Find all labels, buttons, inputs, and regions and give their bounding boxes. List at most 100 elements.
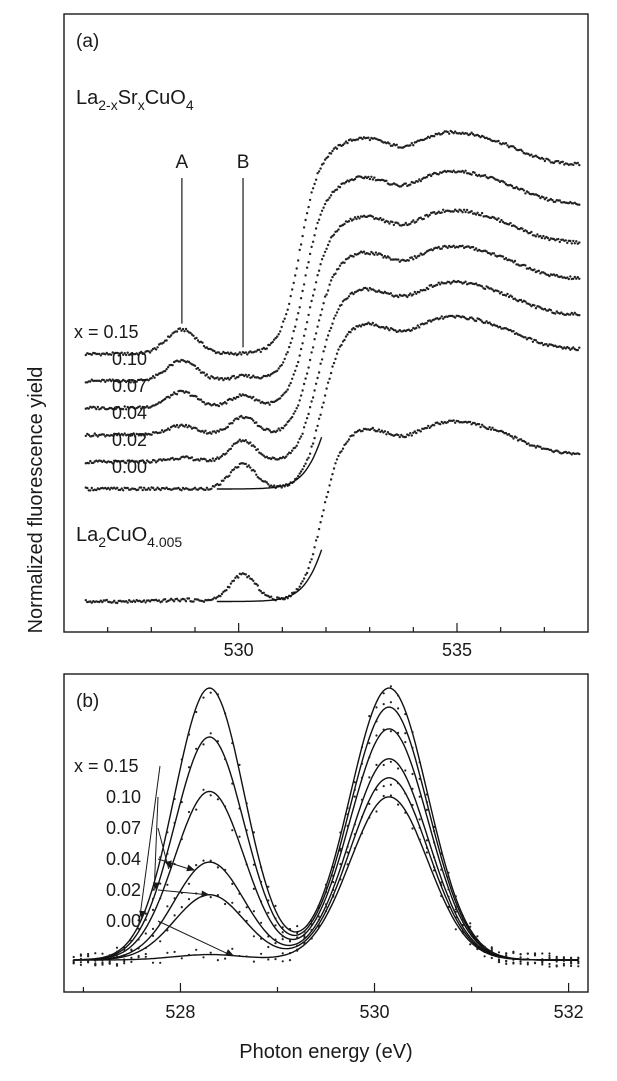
data-point [305,571,309,575]
data-point [480,423,484,426]
data-point [347,220,351,223]
data-point [184,600,188,603]
panel-a-tick-label-535: 535 [442,640,472,660]
data-point [232,419,236,422]
data-point [286,351,289,354]
data-point [353,781,356,784]
data-point [307,261,310,264]
fit-x-0-15 [72,685,580,968]
data-point [418,254,421,257]
data-point [291,337,294,340]
data-point [531,340,535,343]
arrowhead-0-10 [152,882,160,891]
data-point [209,732,212,735]
data-point [181,327,185,331]
data-point [490,950,493,953]
arrowhead-x-0-15 [139,910,147,919]
data-point [224,805,227,808]
data-point [228,586,231,589]
data-point [480,211,484,215]
data-point [99,354,103,357]
data-point [175,393,179,396]
data-point [173,897,176,900]
data-point [415,431,418,435]
data-point [310,558,313,561]
data-point [247,464,250,467]
data-point [370,323,373,326]
data-point [340,303,343,307]
data-point [237,417,240,421]
data-point [353,795,356,798]
data-point [397,258,400,261]
data-point [510,295,514,298]
data-point [570,962,573,965]
data-point [513,297,517,300]
arrowhead-0-02 [201,890,210,898]
data-point [506,292,509,296]
data-point [572,239,575,243]
data-point [519,298,523,302]
data-point [128,599,131,602]
data-point [94,962,97,965]
data-point [339,831,342,834]
data-point [534,446,538,449]
data-point [240,414,243,418]
data-point [322,254,325,257]
data-point [551,198,554,202]
data-point [474,247,478,250]
data-point [352,255,355,258]
data-point [229,471,233,474]
data-point [301,468,304,471]
peak-B-label: B [237,152,250,173]
data-point [205,486,209,489]
data-point [291,415,294,419]
data-point [217,457,221,460]
data-point [360,832,364,835]
data-point [418,178,421,181]
data-point [90,353,94,356]
data-point [433,830,436,833]
data-point [265,347,268,350]
data-point [102,378,106,382]
data-point [338,186,342,189]
data-point [322,509,325,512]
data-point [412,219,415,222]
data-point [198,459,201,462]
data-point [319,362,322,365]
data-point [548,159,551,162]
data-point [151,888,155,891]
data-point [165,339,168,342]
panel-b-series [72,685,580,968]
data-point [448,280,451,284]
data-point [397,433,400,437]
data-point [250,417,253,421]
data-point [245,829,248,832]
data-point [246,353,249,356]
data-point [168,396,171,399]
data-point [375,788,378,791]
data-point [202,401,206,404]
data-point [542,157,545,161]
data-point [335,147,339,150]
data-point [339,847,342,850]
data-point [497,217,500,220]
data-point [295,267,298,270]
ref-sub-4005: 4.005 [147,534,182,550]
data-point [512,145,515,148]
data-point [540,236,544,240]
data-point [454,316,457,319]
data-point [513,146,517,150]
data-point [346,141,349,145]
series-label-0-02: 0.02 [112,430,147,450]
data-point [410,329,413,332]
data-point [145,488,149,491]
data-point [84,599,88,602]
data-point [352,434,355,437]
fit-0-10 [72,701,580,968]
data-point [555,964,558,967]
data-point [159,897,162,900]
data-point [543,237,547,240]
data-point [258,348,261,351]
data-point [187,898,191,901]
data-point [260,952,263,955]
